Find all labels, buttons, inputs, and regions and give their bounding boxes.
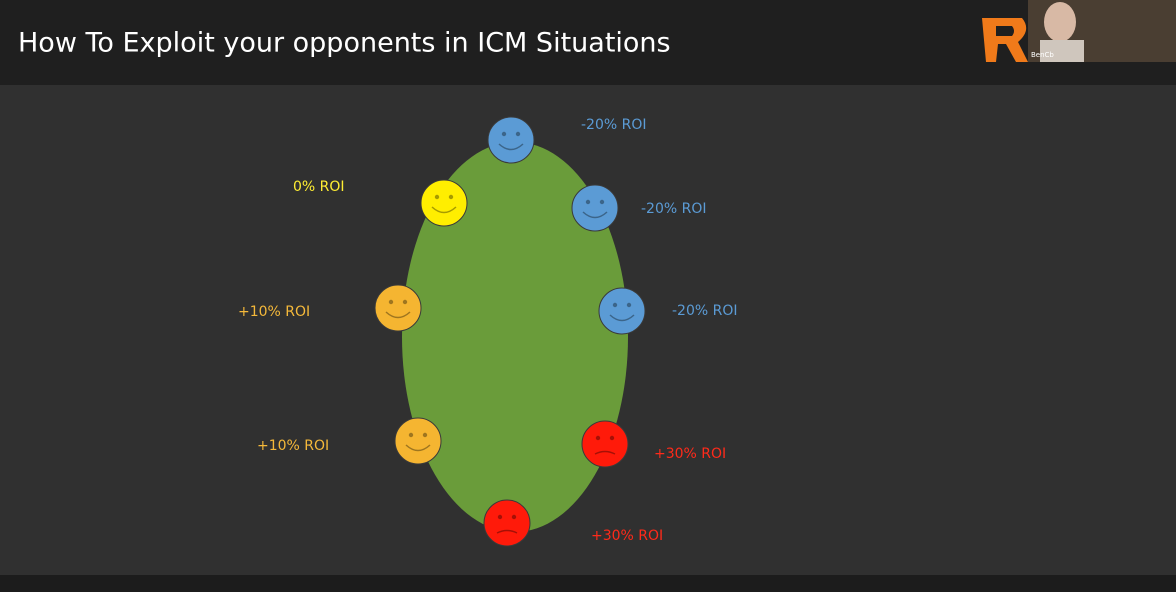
roi-label: +30% ROI [591, 528, 663, 544]
eye [448, 194, 454, 200]
mouth [594, 450, 616, 455]
eye [511, 514, 517, 520]
eye [515, 131, 521, 137]
mouth [582, 211, 608, 219]
title-bar [0, 0, 1176, 85]
eye [599, 199, 605, 205]
mouth [405, 444, 431, 452]
player-face [487, 116, 535, 164]
roi-label: -20% ROI [581, 117, 647, 133]
player-face [420, 179, 468, 227]
eye [422, 432, 428, 438]
player-face [571, 184, 619, 232]
bottom-bar [0, 575, 1176, 592]
poker-table [402, 142, 628, 532]
eye [497, 514, 503, 520]
eye [609, 435, 615, 441]
logo [982, 18, 1028, 62]
mouth [496, 529, 518, 534]
mouth [498, 143, 524, 151]
mouth [609, 314, 635, 322]
webcam-name: BenCb [1031, 51, 1054, 59]
eye [388, 299, 394, 305]
eye [626, 302, 632, 308]
player-face [374, 284, 422, 332]
eye [585, 199, 591, 205]
webcam-shirt [1040, 40, 1084, 62]
eye [595, 435, 601, 441]
eye [612, 302, 618, 308]
roi-label: -20% ROI [641, 201, 707, 217]
player-face [394, 417, 442, 465]
player-face [598, 287, 646, 335]
mouth [385, 311, 411, 319]
roi-label: +10% ROI [238, 304, 310, 320]
roi-label: +30% ROI [654, 446, 726, 462]
player-face [581, 420, 629, 468]
webcam-person [1044, 2, 1076, 42]
player-face [483, 499, 531, 547]
eye [434, 194, 440, 200]
roi-label: 0% ROI [293, 179, 345, 195]
roi-label: -20% ROI [672, 303, 738, 319]
eye [402, 299, 408, 305]
roi-label: +10% ROI [257, 438, 329, 454]
slide-title: How To Exploit your opponents in ICM Sit… [18, 28, 671, 59]
mouth [431, 206, 457, 214]
eye [501, 131, 507, 137]
eye [408, 432, 414, 438]
players: -20% ROI -20% ROI -20% ROI +30% ROI +30% ROI… [238, 116, 738, 547]
